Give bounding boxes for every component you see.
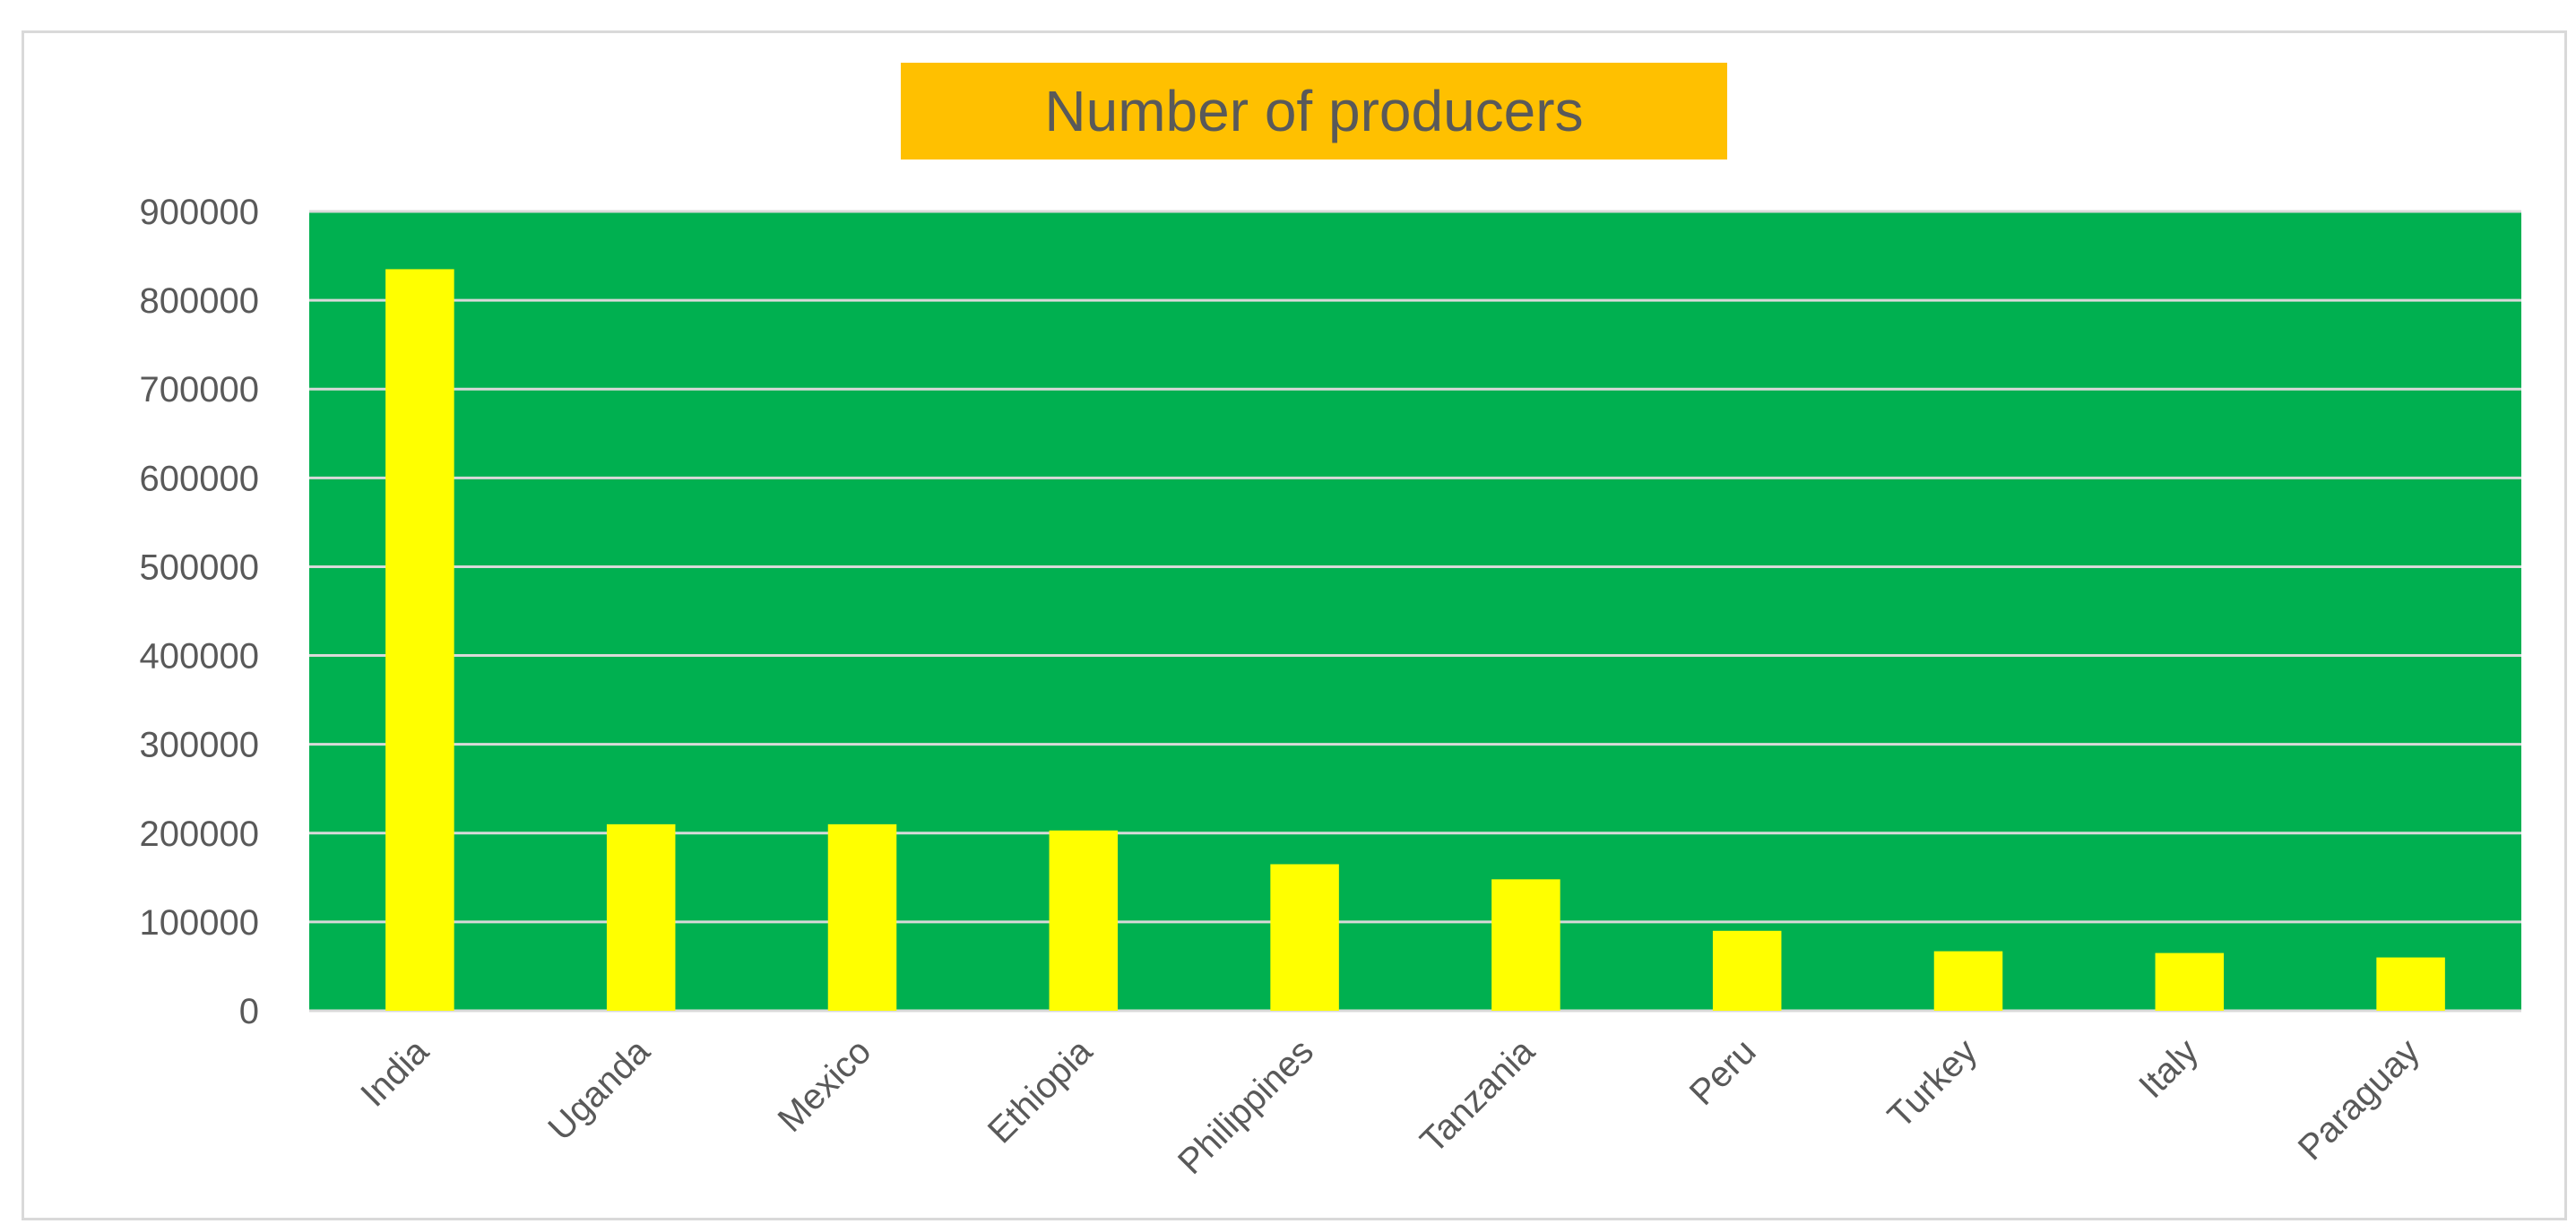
y-tick-label: 700000 [140, 370, 259, 409]
x-tick-label: Turkey [1880, 1031, 1985, 1136]
bar-paraguay [2376, 957, 2445, 1011]
x-tick-label: Mexico [771, 1031, 879, 1140]
chart-title: Number of producers [1044, 79, 1584, 143]
x-tick-label: Philippines [1171, 1031, 1321, 1182]
bar-philippines [1270, 864, 1339, 1011]
plot-area [309, 211, 2521, 1011]
y-tick-label: 900000 [140, 193, 259, 232]
y-tick-label: 400000 [140, 637, 259, 677]
y-tick-label: 100000 [140, 903, 259, 943]
bar-ethiopia [1049, 830, 1119, 1011]
x-tick-label: Ethiopia [981, 1031, 1101, 1151]
chart-title-background [901, 63, 1727, 159]
bar-mexico [827, 823, 897, 1011]
x-tick-label: Paraguay [2291, 1031, 2427, 1168]
x-tick-label: India [353, 1031, 437, 1115]
x-tick-label: Tanzania [1413, 1031, 1543, 1161]
bar-tanzania [1491, 879, 1560, 1011]
y-tick-label: 500000 [140, 547, 259, 587]
bar-turkey [1933, 951, 2003, 1011]
bar-peru [1712, 930, 1782, 1011]
x-tick-label: Peru [1682, 1031, 1764, 1113]
bar-uganda [606, 823, 676, 1011]
y-tick-label: 800000 [140, 281, 259, 321]
bar-india [385, 269, 454, 1011]
x-tick-label: Italy [2131, 1031, 2206, 1106]
x-tick-label: Uganda [540, 1031, 658, 1149]
y-tick-label: 200000 [140, 815, 259, 854]
bar-italy [2155, 952, 2225, 1011]
y-tick-label: 600000 [140, 459, 259, 498]
y-tick-label: 0 [239, 992, 259, 1031]
y-tick-label: 300000 [140, 726, 259, 765]
